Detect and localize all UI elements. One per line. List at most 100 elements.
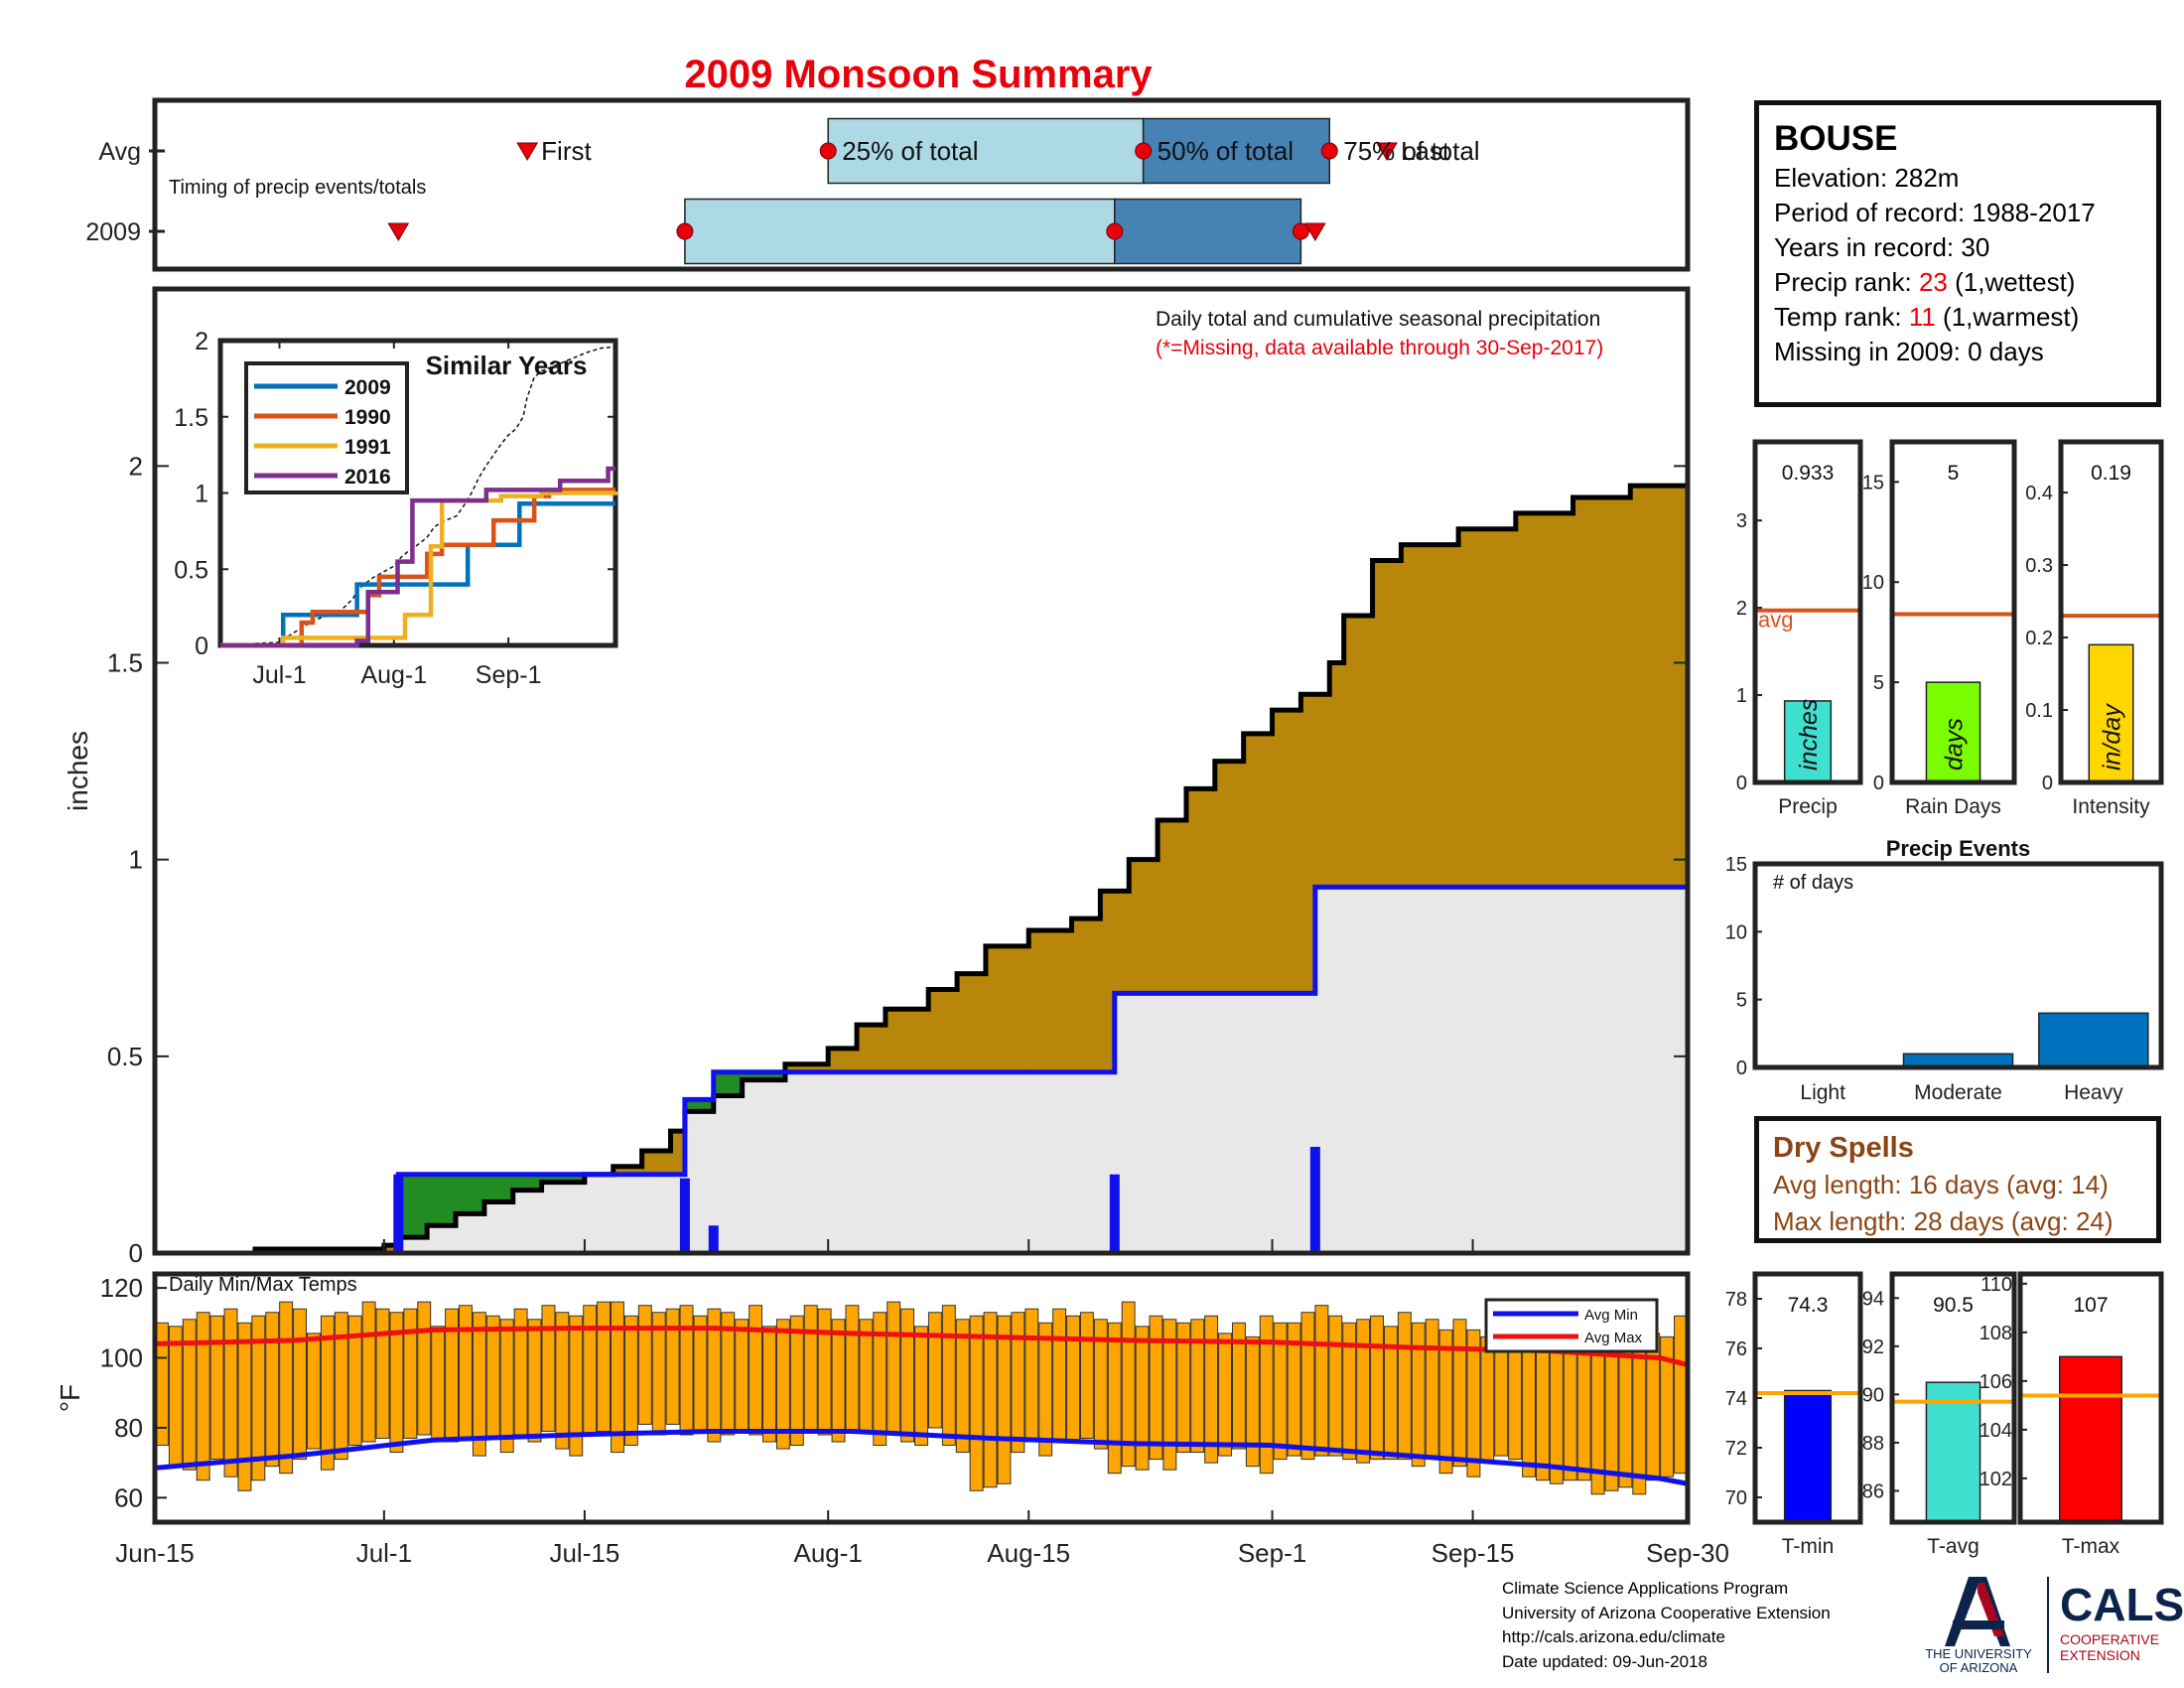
temp-bar xyxy=(900,1308,915,1443)
figure-title: 2009 Monsoon Summary xyxy=(684,53,1153,96)
dry-spells-box: Dry Spells Avg length: 16 days (avg: 14)… xyxy=(1754,1116,2161,1243)
temp-bar xyxy=(237,1322,252,1491)
station-info-box: BOUSE Elevation: 282m Period of record: … xyxy=(1754,100,2161,407)
temp-summary-0-value: 74.3 xyxy=(1788,1294,1829,1317)
temp-summary-2-tick-label: 102 xyxy=(1979,1469,2012,1490)
temp-bar xyxy=(182,1319,197,1471)
temps-title: Daily Min/Max Temps xyxy=(169,1274,357,1296)
temp-bar xyxy=(251,1315,266,1481)
temp-bar xyxy=(472,1312,486,1457)
temp-bar xyxy=(1300,1312,1315,1461)
temp-bar xyxy=(1383,1326,1398,1461)
temp-bar xyxy=(1425,1319,1439,1457)
precip-summary-2-unit: in/day xyxy=(2099,703,2126,771)
precip-rank-value: 23 xyxy=(1918,267,1948,297)
station-name: BOUSE xyxy=(1774,119,1898,158)
precip-summary-0-tick-label: 0 xyxy=(1736,773,1747,794)
daily-precip-bar xyxy=(679,1178,690,1253)
timing-box-late xyxy=(1114,198,1302,265)
temp-bar xyxy=(279,1301,294,1475)
temps-y-tick-label: 60 xyxy=(114,1482,143,1512)
temp-bar xyxy=(1342,1322,1357,1461)
temp-bar xyxy=(927,1312,942,1429)
events-frame xyxy=(1752,861,2164,1070)
precip-summary-0-category: Precip xyxy=(1778,795,1838,818)
temp-bar xyxy=(914,1326,928,1447)
temp-rank-note: (1,warmest) xyxy=(1935,302,2080,332)
temp-bar xyxy=(623,1315,638,1447)
dry-spells-max: Max length: 28 days (avg: 24) xyxy=(1773,1206,2114,1236)
temp-bar xyxy=(1370,1315,1384,1461)
inset-legend-label: 2009 xyxy=(344,376,391,399)
timing-first-last-marker xyxy=(516,142,539,161)
temp-bar xyxy=(735,1319,750,1432)
temp-bar xyxy=(955,1319,970,1454)
timing-label-25: 25% of total xyxy=(842,136,978,166)
timing-marker xyxy=(1320,142,1338,160)
avg-cumulative-line xyxy=(155,482,1691,1256)
x-tick-label: Sep-1 xyxy=(1238,1538,1306,1568)
precip-summary-2-category: Intensity xyxy=(2072,795,2150,818)
x-tick-label: Aug-15 xyxy=(987,1538,1070,1568)
temp-summary-2-tick-label: 104 xyxy=(1979,1420,2012,1442)
temp-summary-2-value: 107 xyxy=(2073,1294,2108,1317)
inset-legend-label: 2016 xyxy=(344,466,391,489)
timing-first-last-marker xyxy=(1376,142,1398,161)
precip-summary-0-value: 0.933 xyxy=(1782,462,1835,485)
temp-bar xyxy=(1397,1312,1412,1461)
temp-bar xyxy=(1066,1315,1080,1443)
temp-bar xyxy=(1079,1312,1094,1439)
temp-bar xyxy=(969,1315,984,1491)
temp-bar xyxy=(665,1308,680,1425)
temp-bar xyxy=(887,1301,901,1436)
temp-summary-1-category: T-avg xyxy=(1927,1535,1979,1558)
timing-row-label: 2009 xyxy=(85,218,141,246)
legend-label-min: Avg Min xyxy=(1584,1307,1638,1324)
temp-summary-0-tick-label: 70 xyxy=(1725,1487,1747,1509)
precip-summary-1-tick-label: 0 xyxy=(1873,773,1884,794)
temp-bar xyxy=(583,1305,598,1436)
temp-bar xyxy=(1535,1333,1550,1481)
daily-precip-bar xyxy=(708,1225,719,1253)
precip-summary-2-tick-label: 0 xyxy=(2042,773,2053,794)
temp-summary-0-bar xyxy=(1783,1389,1833,1523)
chart-annotation: Daily total and cumulative seasonal prec… xyxy=(1156,308,1600,331)
inset-y-tick-label: 0.5 xyxy=(174,556,208,584)
y-axis-label: inches xyxy=(63,731,93,811)
temp-summary-0-tick-label: 78 xyxy=(1725,1289,1747,1311)
precip-summary-2-value: 0.19 xyxy=(2091,462,2131,485)
temp-bar xyxy=(361,1301,376,1443)
temp-summary-0-category: T-min xyxy=(1782,1535,1835,1558)
inset-legend-label: 1990 xyxy=(344,406,391,429)
temp-bar xyxy=(707,1308,722,1443)
inset-x-tick-label: Jul-1 xyxy=(252,661,306,689)
timing-row-label: Avg xyxy=(98,138,141,166)
station-period: Period of record: 1988-2017 xyxy=(1774,198,2096,227)
temp-bar xyxy=(1563,1333,1577,1481)
temp-bar xyxy=(375,1308,390,1439)
logos: THE UNIVERSITY OF ARIZONA CALS COOPERATI… xyxy=(1925,1577,2184,1675)
temp-summary-1-tick-label: 92 xyxy=(1862,1336,1884,1358)
inset-avg-dashed xyxy=(219,346,616,646)
similar-years-inset: 0 0.5 1 1.5 2 Jul-1 Aug-1 Sep-1 Similar Years 200… xyxy=(174,328,618,689)
timing-first-last-marker xyxy=(387,222,410,241)
temp-bar xyxy=(389,1312,404,1454)
temp-summary-2-frame xyxy=(2017,1271,2164,1525)
precip-summary-2-tick-label: 0.4 xyxy=(2025,483,2053,504)
events-tick-label: 15 xyxy=(1725,854,1747,876)
y-tick-label: 0 xyxy=(129,1238,143,1268)
inset-y-tick-label: 1.5 xyxy=(174,404,208,432)
inset-series-2016 xyxy=(220,466,615,648)
temp-summary-1-tick-label: 90 xyxy=(1862,1384,1884,1406)
precip-summary-0-tick-label: 2 xyxy=(1736,598,1747,620)
temp-bar xyxy=(1466,1329,1481,1477)
inset-series-1990 xyxy=(220,488,615,648)
footer-link[interactable]: http://cals.arizona.edu/climate xyxy=(1502,1627,1725,1646)
temp-bar xyxy=(1660,1336,1675,1477)
y-tick-label: 0.5 xyxy=(107,1042,143,1071)
temp-summary-1-bar xyxy=(1925,1381,1981,1523)
temps-y-tick-label: 80 xyxy=(114,1413,143,1443)
temp-bar xyxy=(873,1312,887,1447)
temp-bar xyxy=(1093,1319,1108,1450)
